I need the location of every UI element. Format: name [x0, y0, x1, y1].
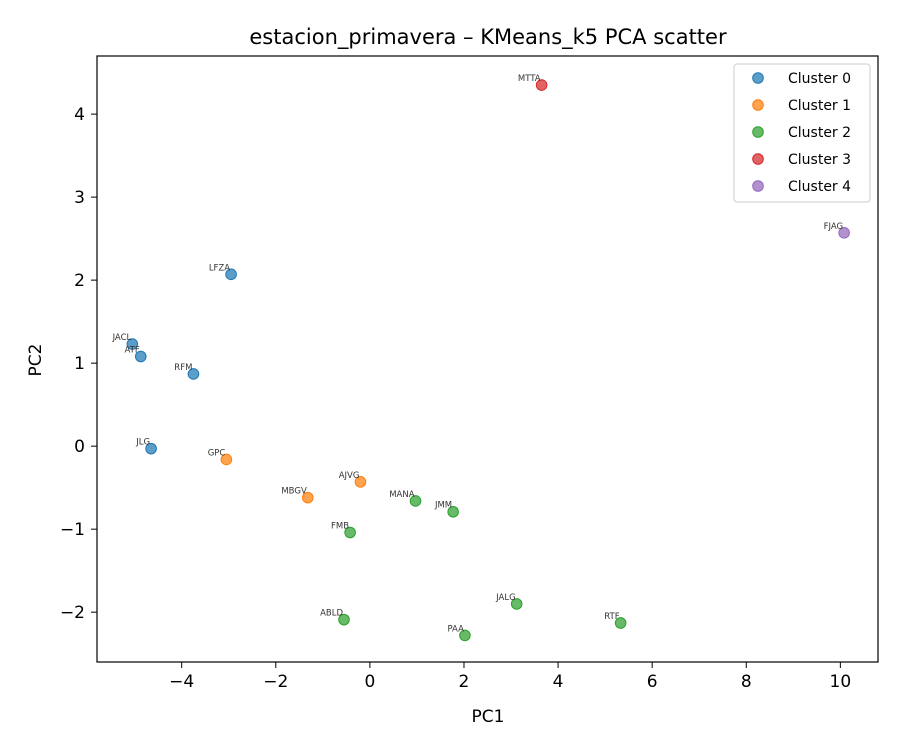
- legend-label: Cluster 3: [788, 152, 851, 168]
- y-tick-label: 4: [74, 105, 85, 125]
- legend-label: Cluster 0: [788, 71, 851, 87]
- point-cluster-2: [338, 613, 350, 626]
- point-label: LFZA: [209, 263, 230, 273]
- x-tick-label: −2: [263, 672, 288, 692]
- points-layer: LFZA JACL ATF RFM JLG GPC AJVG MBGV MANA JMM FMB JA…: [112, 74, 850, 642]
- x-tick-label: 10: [830, 672, 852, 692]
- x-tick-label: 8: [741, 672, 752, 692]
- x-axis-label: PC1: [472, 707, 505, 727]
- y-tick-label: −2: [60, 603, 85, 623]
- x-tick-label: 4: [553, 672, 564, 692]
- point-cluster-1: [301, 491, 314, 504]
- legend-marker-cluster-2: [752, 126, 764, 138]
- y-tick-label: 1: [74, 354, 85, 374]
- point-cluster-2: [459, 629, 471, 642]
- point-label: RFM: [174, 363, 192, 373]
- point-cluster-4: [838, 227, 850, 239]
- point-label: MANA: [389, 490, 415, 500]
- point-label: JACL: [112, 333, 132, 343]
- point-cluster-0: [225, 268, 237, 281]
- point-label: FJAG: [824, 222, 844, 232]
- point-label: GPC: [208, 448, 226, 458]
- point-label: ATF: [125, 346, 140, 356]
- point-cluster-1: [354, 476, 367, 488]
- point-label: JMM: [434, 501, 452, 511]
- chart-title: estacion_primavera – KMeans_k5 PCA scatt…: [249, 25, 727, 50]
- point-label: JLG: [135, 438, 150, 448]
- y-tick-label: −1: [60, 520, 85, 540]
- x-tick-label: −4: [169, 672, 194, 692]
- point-label: JALG: [495, 593, 516, 603]
- legend-label: Cluster 2: [788, 125, 851, 141]
- x-tick-label: 2: [459, 672, 470, 692]
- point-cluster-0: [126, 338, 139, 350]
- y-tick-label: 3: [74, 188, 85, 208]
- legend-marker-cluster-4: [752, 180, 764, 192]
- plot-frame: [96, 55, 879, 663]
- point-cluster-1: [220, 453, 233, 466]
- point-cluster-2: [409, 495, 422, 507]
- legend-marker-cluster-1: [752, 99, 764, 111]
- y-tick-label: 0: [74, 437, 85, 457]
- legend-box: [733, 63, 871, 203]
- legend-label: Cluster 4: [788, 179, 851, 195]
- ticks-layer: −4 −2 0 2 4 6 8 10 −2 −1 0 1 2 3 4: [60, 105, 851, 692]
- y-tick-label: 2: [74, 271, 85, 291]
- point-label: AJVG: [339, 471, 360, 481]
- point-label: PAA: [447, 624, 464, 634]
- x-tick-label: 6: [647, 672, 658, 692]
- point-cluster-0: [134, 350, 147, 363]
- point-label: MTTA: [518, 74, 541, 84]
- point-label: FMB: [331, 521, 349, 531]
- point-cluster-0: [145, 442, 157, 455]
- legend-marker-cluster-0: [752, 72, 764, 84]
- point-cluster-2: [614, 617, 627, 629]
- point-cluster-2: [344, 526, 356, 539]
- point-cluster-2: [510, 598, 523, 610]
- point-cluster-0: [187, 368, 200, 380]
- y-axis-label: PC2: [26, 344, 46, 377]
- x-tick-label: 0: [364, 672, 375, 692]
- legend-label: Cluster 1: [788, 98, 851, 114]
- point-label: ABLD: [320, 609, 343, 619]
- point-cluster-2: [447, 505, 459, 518]
- point-cluster-3: [535, 79, 548, 91]
- legend: Cluster 0 Cluster 1 Cluster 2 Cluster 3 Clus…: [733, 63, 871, 203]
- point-label: RTF: [604, 612, 619, 622]
- point-label: MBGV: [281, 487, 307, 497]
- legend-marker-cluster-3: [752, 153, 764, 165]
